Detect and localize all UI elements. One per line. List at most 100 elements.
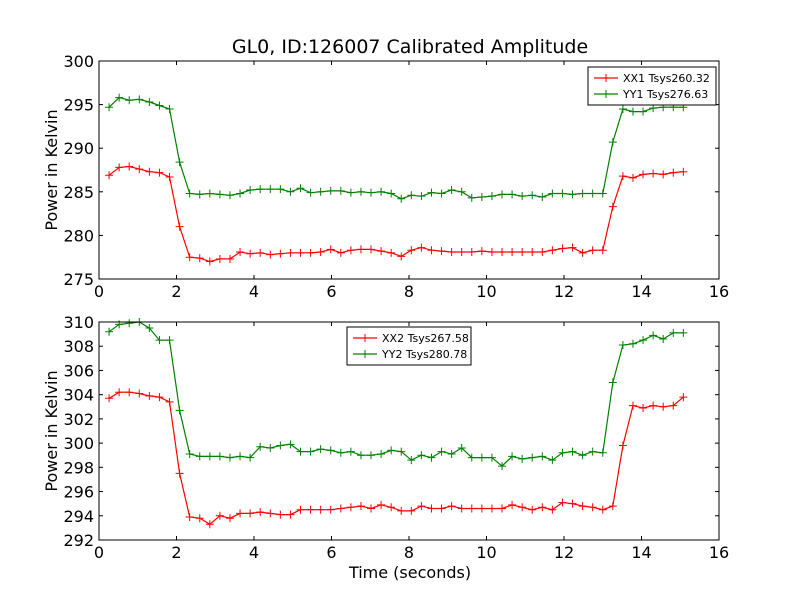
bottom-series-2-point — [346, 447, 355, 456]
bottom-series-1-point — [528, 505, 537, 514]
top-series-1-point — [225, 254, 234, 263]
bottom-y-tick-label: 310 — [63, 313, 94, 332]
top-series-1-point — [125, 162, 134, 171]
top-y-tick-label: 285 — [63, 183, 94, 202]
top-series-1-point — [205, 257, 214, 266]
bottom-series-1-point — [518, 503, 527, 512]
bottom-series-1-point — [437, 504, 446, 513]
bottom-series-1-point — [447, 502, 456, 511]
top-series-2-point — [457, 187, 466, 196]
top-series-1-point — [417, 243, 426, 252]
top-series-1-point — [387, 248, 396, 257]
bottom-series-2-point — [336, 448, 345, 457]
top-series-1-point — [316, 247, 325, 256]
top-x-tick-label: 14 — [631, 282, 651, 301]
top-series-1-point — [528, 247, 537, 256]
bottom-series-1-point — [558, 498, 567, 507]
bottom-legend-marker-1 — [361, 334, 369, 342]
bottom-series-1-line — [108, 391, 684, 526]
top-series-1-point — [538, 247, 547, 256]
top-series-2-point — [558, 189, 567, 198]
bottom-series-2-point — [397, 447, 406, 456]
top-series-2-point — [185, 189, 194, 198]
bottom-series-2-point — [467, 453, 476, 462]
bottom-plot: 0 2 4 6 8 10 12 14 16 292 294 296 298 300 302 304 306 308… — [63, 313, 729, 562]
bottom-series-1-point — [356, 502, 365, 511]
top-series-1-point — [276, 249, 285, 258]
top-series-2-point — [326, 186, 335, 195]
top-series-1-point — [145, 167, 154, 176]
bottom-series-1-point — [225, 514, 234, 523]
bottom-series-2-point — [528, 453, 537, 462]
bottom-x-tick-label: 8 — [404, 543, 414, 562]
bottom-legend-box — [346, 326, 472, 366]
bottom-series-2-point — [367, 451, 376, 460]
bottom-series-2-point — [276, 441, 285, 450]
bottom-series-2-point — [628, 339, 637, 348]
bottom-series-2-point — [387, 446, 396, 455]
top-series-1-point — [215, 254, 224, 263]
top-series-2-point — [105, 103, 114, 112]
top-y-tick-label: 275 — [63, 270, 94, 289]
top-series-1-point — [165, 172, 174, 181]
bottom-legend-label-2: YY2 Tsys280.78 — [381, 348, 467, 361]
bottom-series-2-point — [377, 450, 386, 459]
top-legend-label-1: XX1 Tsys260.32 — [623, 72, 710, 85]
bottom-series-2-point — [125, 319, 134, 328]
bottom-series-1-point — [407, 506, 416, 515]
top-series-2-point — [367, 188, 376, 197]
bottom-series-1-point — [367, 504, 376, 513]
bottom-series-1-point — [628, 401, 637, 410]
bottom-y-tick-label: 302 — [63, 410, 94, 429]
top-series-1-point — [306, 248, 315, 257]
bottom-series-2-point — [649, 331, 658, 340]
bottom-series-2-point — [195, 452, 204, 461]
top-series-2-line — [108, 96, 684, 200]
top-y-tick-label: 290 — [63, 139, 94, 158]
top-series-2-point — [588, 189, 597, 198]
top-series-2-point — [165, 104, 174, 113]
top-x-tick-label: 6 — [326, 282, 336, 301]
top-series-1-point — [518, 247, 527, 256]
top-y-tick-label: 280 — [63, 226, 94, 245]
bottom-series-1-point — [588, 503, 597, 512]
bottom-series-1-point — [306, 505, 315, 514]
top-series-1-point — [266, 250, 275, 259]
bottom-series-2-point — [185, 450, 194, 459]
top-series-1-point — [457, 247, 466, 256]
top-series-1-point — [377, 247, 386, 256]
bottom-series-2-point — [246, 453, 255, 462]
top-series-2-point — [437, 189, 446, 198]
bottom-series-2-line — [108, 321, 684, 467]
bottom-series-2-point — [306, 447, 315, 456]
bottom-series-1-point — [175, 469, 184, 478]
top-series-1-point — [407, 246, 416, 255]
top-x-tick-label: 16 — [709, 282, 729, 301]
bottom-series-2-point — [437, 447, 446, 456]
bottom-y-tick-label: 294 — [63, 507, 94, 526]
top-series-1-point — [326, 245, 335, 254]
top-x-tick-label: 0 — [94, 282, 104, 301]
top-series-1-point — [649, 169, 658, 178]
top-series-2-point — [447, 186, 456, 195]
bottom-series-1-point — [256, 508, 265, 517]
top-series-1-point — [105, 171, 114, 180]
top-series-1-point — [639, 170, 648, 179]
bottom-series-1-point — [266, 509, 275, 518]
top-series-2-point — [276, 185, 285, 194]
top-series-2-point — [467, 193, 476, 202]
top-series-2-point — [528, 191, 537, 200]
top-y-axis-label: Power in Kelvin — [42, 109, 61, 230]
bottom-series-2-point — [558, 448, 567, 457]
top-series-2-point — [518, 192, 527, 201]
top-series-1-point — [346, 246, 355, 255]
top-series-2-point — [377, 187, 386, 196]
top-series-1-point — [296, 248, 305, 257]
top-series-2-point — [498, 190, 506, 199]
top-series-1-point — [115, 163, 124, 172]
bottom-series-2-point — [457, 443, 466, 452]
bottom-series-1-point — [246, 509, 255, 518]
bottom-x-tick-label: 2 — [171, 543, 181, 562]
bottom-series-2-point — [679, 328, 688, 337]
bottom-series-2-point — [407, 456, 416, 465]
